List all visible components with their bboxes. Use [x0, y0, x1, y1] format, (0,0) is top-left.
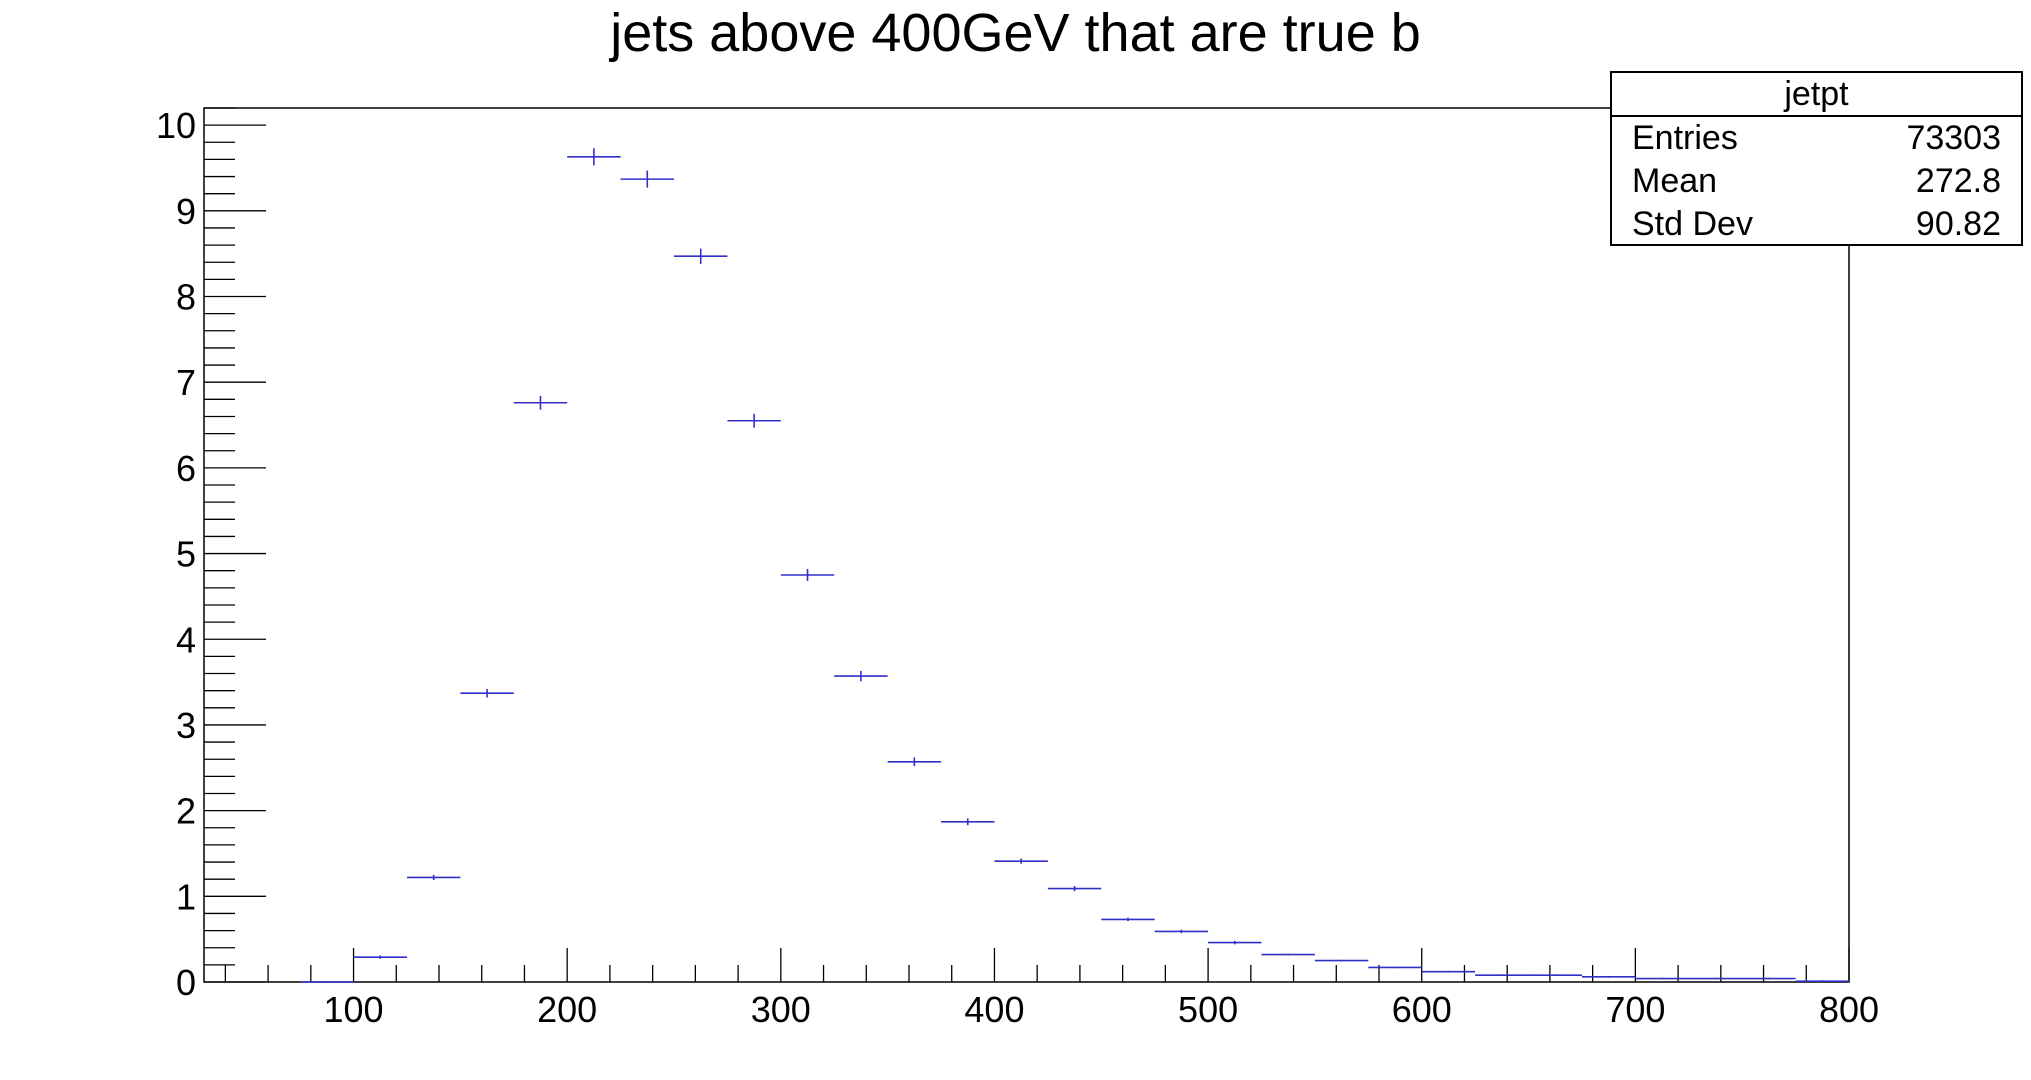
- data-point: [1475, 974, 1529, 977]
- data-point: [1795, 980, 1849, 982]
- data-point: [1742, 977, 1796, 980]
- y-tick-label: 4: [176, 619, 196, 660]
- y-tick-label: 9: [176, 191, 196, 232]
- y-tick-label: 3: [176, 705, 196, 746]
- y-tick-label: 7: [176, 362, 196, 403]
- data-point: [1261, 953, 1315, 956]
- data-point: [406, 874, 461, 881]
- data-points: [300, 148, 1849, 983]
- x-tick-label: 700: [1605, 989, 1665, 1030]
- data-point: [1208, 940, 1262, 945]
- stats-value: 90.82: [1915, 205, 2001, 243]
- stats-row-entries: Entries 73303: [1612, 117, 2021, 160]
- plot-frame: [203, 107, 1850, 983]
- x-tick-label: 200: [537, 989, 597, 1030]
- data-point: [780, 568, 835, 581]
- data-point: [353, 955, 407, 959]
- data-point: [1421, 970, 1476, 973]
- data-point: [834, 670, 888, 682]
- data-point: [620, 170, 674, 188]
- stats-label: Entries: [1632, 119, 1738, 157]
- data-point: [300, 981, 354, 983]
- data-point: [1314, 959, 1369, 962]
- data-point: [1368, 966, 1422, 969]
- stats-value: 272.8: [1915, 162, 2001, 200]
- stats-label: Mean: [1632, 162, 1718, 200]
- data-point: [460, 688, 514, 698]
- data-point: [567, 148, 621, 166]
- y-tick-label: 10: [156, 105, 196, 146]
- data-point: [1154, 929, 1209, 934]
- y-tick-label: 5: [176, 534, 196, 575]
- stats-row-mean: Mean 272.8: [1612, 160, 2021, 203]
- x-tick-label: 100: [324, 989, 384, 1030]
- data-point: [887, 757, 942, 767]
- stats-value: 73303: [1906, 119, 2001, 157]
- x-tick-label: 800: [1819, 989, 1879, 1030]
- axis-ticks: [204, 107, 1850, 983]
- x-tick-label: 300: [751, 989, 811, 1030]
- data-point: [1688, 977, 1743, 980]
- y-tick-label: 1: [176, 876, 196, 917]
- y-tick-label: 0: [176, 962, 196, 1003]
- axis-tick-labels: 0 1 2 3 4 5 6 7 8 9 10 100 200 300 400 500 600 700 800: [156, 105, 1879, 1030]
- chart-title: jets above 400GeV that are true b: [610, 3, 1421, 63]
- data-point: [994, 858, 1048, 864]
- data-point: [1101, 917, 1155, 922]
- stats-box-title: jetpt: [1612, 73, 2021, 117]
- stats-box: jetpt Entries 73303 Mean 272.8 Std Dev 9…: [1610, 71, 2023, 246]
- y-tick-label: 8: [176, 277, 196, 318]
- data-point: [1528, 974, 1582, 977]
- data-point: [1635, 977, 1689, 980]
- y-tick-label: 6: [176, 448, 196, 489]
- x-tick-label: 600: [1392, 989, 1452, 1030]
- y-tick-label: 2: [176, 791, 196, 832]
- data-point: [727, 413, 781, 428]
- data-point: [513, 395, 568, 410]
- data-point: [1047, 886, 1102, 892]
- data-point: [941, 818, 995, 826]
- stats-row-stddev: Std Dev 90.82: [1612, 203, 2021, 246]
- data-point: [1581, 976, 1636, 978]
- x-tick-label: 400: [964, 989, 1024, 1030]
- x-tick-label: 500: [1178, 989, 1238, 1030]
- data-point: [674, 248, 728, 264]
- stats-label: Std Dev: [1632, 205, 1753, 243]
